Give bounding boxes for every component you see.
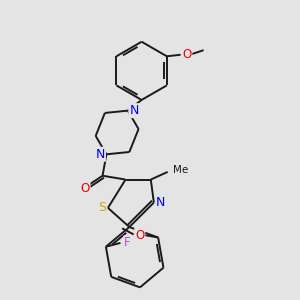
Text: S: S <box>98 201 106 214</box>
Text: Me: Me <box>173 165 188 175</box>
Text: O: O <box>135 229 144 242</box>
Text: O: O <box>80 182 90 195</box>
Text: N: N <box>96 148 105 161</box>
Text: N: N <box>156 196 165 209</box>
Text: O: O <box>182 48 191 61</box>
Text: N: N <box>129 104 139 117</box>
Text: F: F <box>124 236 131 249</box>
